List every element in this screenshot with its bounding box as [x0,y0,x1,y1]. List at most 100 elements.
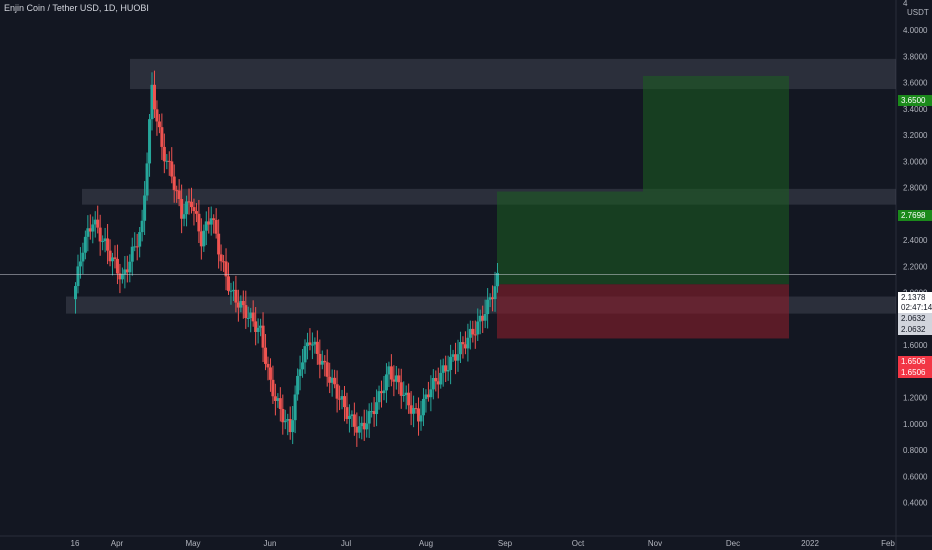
candle-body [481,315,485,321]
candle-body [360,422,364,427]
candle-body [86,228,90,237]
candle-body [224,261,228,277]
symbol-title: Enjin Coin / Tether USD, 1D, HUOBI [4,3,149,13]
time-tick-label: May [185,539,200,548]
candle-body [138,232,142,247]
candle-body [222,261,226,263]
time-tick-label: Jun [264,539,277,548]
candle-body [429,389,433,398]
candle-body [476,321,480,335]
price-tick-label: 1.2000 [903,394,928,403]
candle-body [234,289,238,303]
candle-body [133,246,137,248]
candle-body [155,109,159,122]
candle-body [130,246,134,262]
candle-body [330,377,334,383]
candle-body [291,420,295,433]
candle-body [288,419,292,433]
candle-body [197,213,201,232]
time-tick-label: Aug [419,539,433,548]
candle-body [340,396,344,400]
price-badge-label: 2.0632 [901,325,926,334]
candle-body [83,236,87,253]
candle-body [328,376,332,383]
candle-body [283,420,287,423]
candle-body [397,375,401,383]
candle-body [372,411,376,415]
candle-body [389,366,393,380]
candle-body [162,146,166,162]
candle-body [439,372,443,385]
price-badge-label: 3.6500 [901,96,926,105]
candle-body [323,360,327,363]
candle-body [125,269,129,273]
candle-body [320,360,324,365]
candle-body [187,201,191,203]
candle-body [152,84,156,110]
candle-body [409,405,413,414]
candle-body [355,426,359,433]
candle-body [113,257,117,259]
candle-body [493,286,497,300]
price-badge [898,292,932,303]
time-tick-label: Feb [881,539,895,548]
candle-body [108,250,112,262]
candle-body [468,328,472,338]
candle-body [461,342,465,345]
candle-body [412,408,416,414]
candle-body [488,297,492,300]
candle-body [256,327,260,332]
candle-body [278,398,282,410]
candle-body [298,369,302,376]
price-tick-label: 0.4000 [903,499,928,508]
candle-body [123,269,127,275]
price-badge [898,210,932,221]
candle-body [115,258,119,274]
price-tick-label: 2.4000 [903,236,928,245]
time-tick-label: Sep [498,539,513,548]
price-badge [898,313,932,324]
price-badge-label: 02:47:14 [901,303,932,312]
target1-zone [497,191,789,285]
candle-body [194,211,198,214]
candle-body [268,367,272,380]
price-tick-label: 3.4000 [903,105,928,114]
candle-body [259,325,263,328]
price-badge-label: 2.7698 [901,211,926,220]
price-tick-label: 0.8000 [903,446,928,455]
candle-body [456,354,460,361]
price-tick-label: 0.6000 [903,472,928,481]
candle-body [101,241,105,243]
candle-body [466,337,470,349]
price-tick-label: 1.0000 [903,420,928,429]
time-tick-label: 16 [71,539,80,548]
candle-body [273,396,277,401]
candle-body [214,219,218,234]
candle-body [118,273,122,280]
candle-body [128,261,132,273]
candle-body [103,238,107,242]
candle-body [431,377,435,390]
candle-body [375,402,379,415]
candle-body [293,394,297,421]
candle-body [93,219,97,225]
candle-body [483,314,487,321]
candle-body [436,381,440,385]
candle-body [446,370,450,372]
candle-body [281,409,285,423]
candle-body [150,84,154,120]
price-scale-unit: USDT [907,8,929,17]
candle-body [473,334,477,336]
candle-body [451,354,455,357]
candle-body [182,214,186,219]
candle-body [276,398,280,401]
candle-body [315,341,319,354]
candle-body [444,365,448,372]
candle-body [325,362,329,377]
candle-body [402,394,406,396]
candle-body [296,375,300,395]
candle-body [236,302,240,308]
candle-body [407,392,411,406]
candle-body [175,190,179,192]
